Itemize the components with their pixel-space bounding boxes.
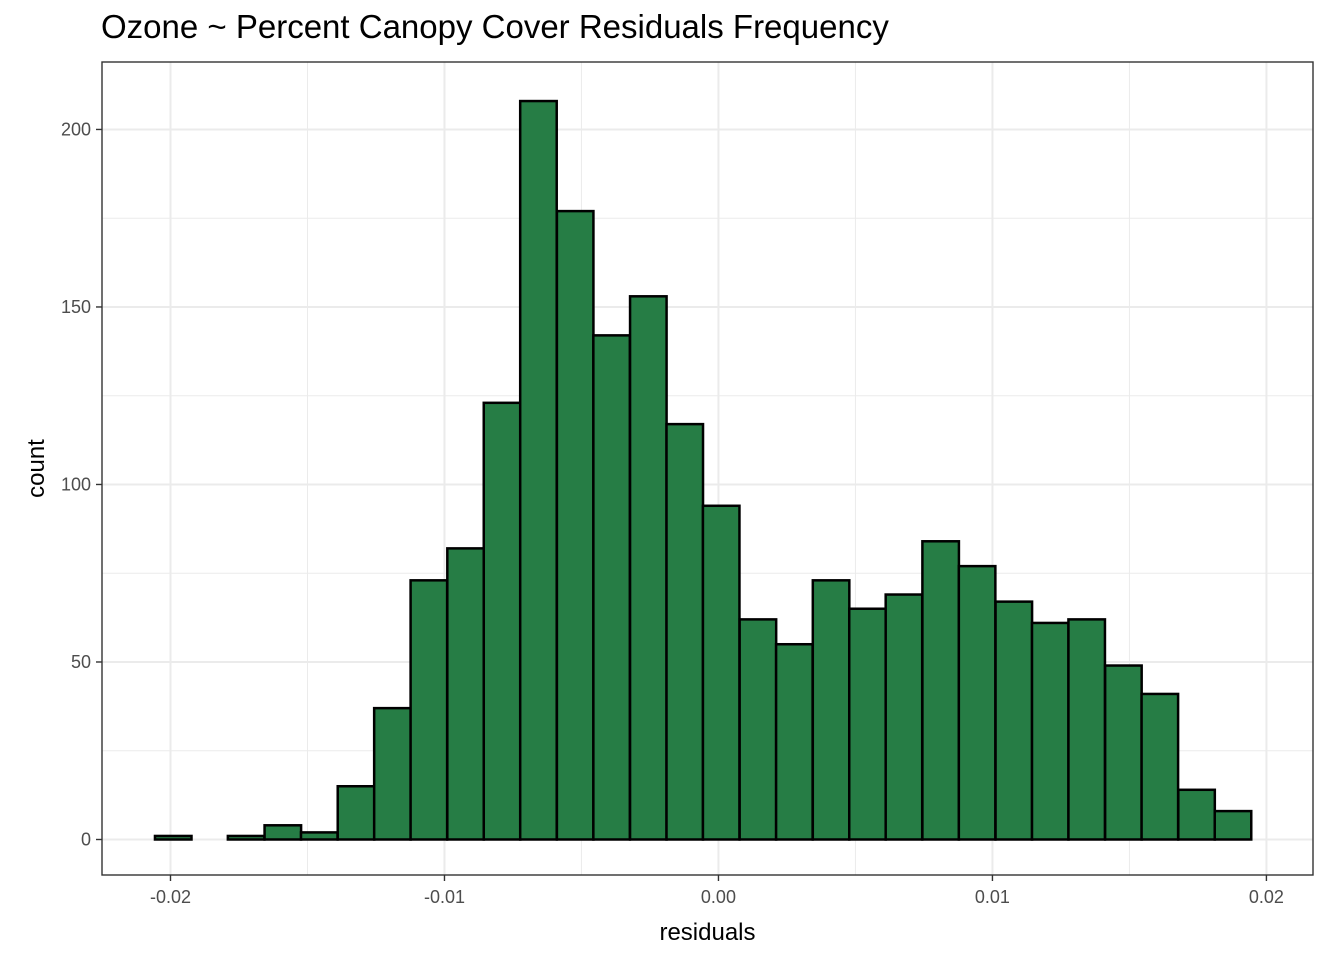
histogram-bar <box>1067 618 1107 841</box>
histogram-bar <box>1103 664 1143 841</box>
histogram-bars <box>153 99 1253 841</box>
histogram-bar <box>1177 788 1217 841</box>
histogram-bar <box>263 824 303 841</box>
histogram-bar <box>994 600 1034 841</box>
histogram-bar <box>518 99 558 841</box>
histogram-bar <box>701 504 741 841</box>
histogram-bar <box>847 607 888 841</box>
histogram-bar <box>738 618 778 841</box>
y-axis: 0 50 100 150 200 <box>61 119 102 849</box>
x-axis-title: residuals <box>659 919 755 946</box>
histogram-bar <box>1213 809 1253 841</box>
x-tick-label: 0.00 <box>701 887 736 907</box>
histogram-bar <box>665 422 705 841</box>
panel-border <box>101 61 1314 876</box>
histogram-bar <box>628 295 668 841</box>
histogram-bar <box>409 579 449 841</box>
histogram-bar <box>153 834 193 841</box>
y-tick-label: 100 <box>61 474 91 494</box>
histogram-bar <box>299 831 339 841</box>
histogram-bar <box>774 642 814 841</box>
y-tick-label: 0 <box>81 829 91 849</box>
y-axis-title: count <box>23 439 50 498</box>
chart-title: Ozone ~ Percent Canopy Cover Residuals F… <box>101 8 889 45</box>
histogram-bar <box>811 579 851 841</box>
histogram-bar <box>884 593 924 841</box>
x-tick-label: 0.02 <box>1249 887 1284 907</box>
histogram-bar <box>446 547 486 841</box>
histogram-bar <box>226 834 266 841</box>
x-tick-label: 0.01 <box>975 887 1010 907</box>
x-tick-label: -0.02 <box>150 887 191 907</box>
x-tick-label: -0.01 <box>424 887 465 907</box>
histogram-bar <box>1030 621 1070 841</box>
y-tick-label: 150 <box>61 297 91 317</box>
histogram-bar <box>336 784 376 841</box>
histogram-bar <box>957 564 997 841</box>
y-tick-label: 200 <box>61 119 91 139</box>
histogram-bar <box>482 401 522 841</box>
histogram-bar <box>921 540 961 841</box>
y-tick-label: 50 <box>71 652 91 672</box>
x-axis: -0.02 -0.01 0.00 0.01 0.02 <box>150 875 1284 907</box>
histogram-bar <box>555 209 595 841</box>
histogram-bar <box>372 706 412 841</box>
histogram-bar <box>1140 692 1180 841</box>
histogram-bar <box>592 334 632 841</box>
